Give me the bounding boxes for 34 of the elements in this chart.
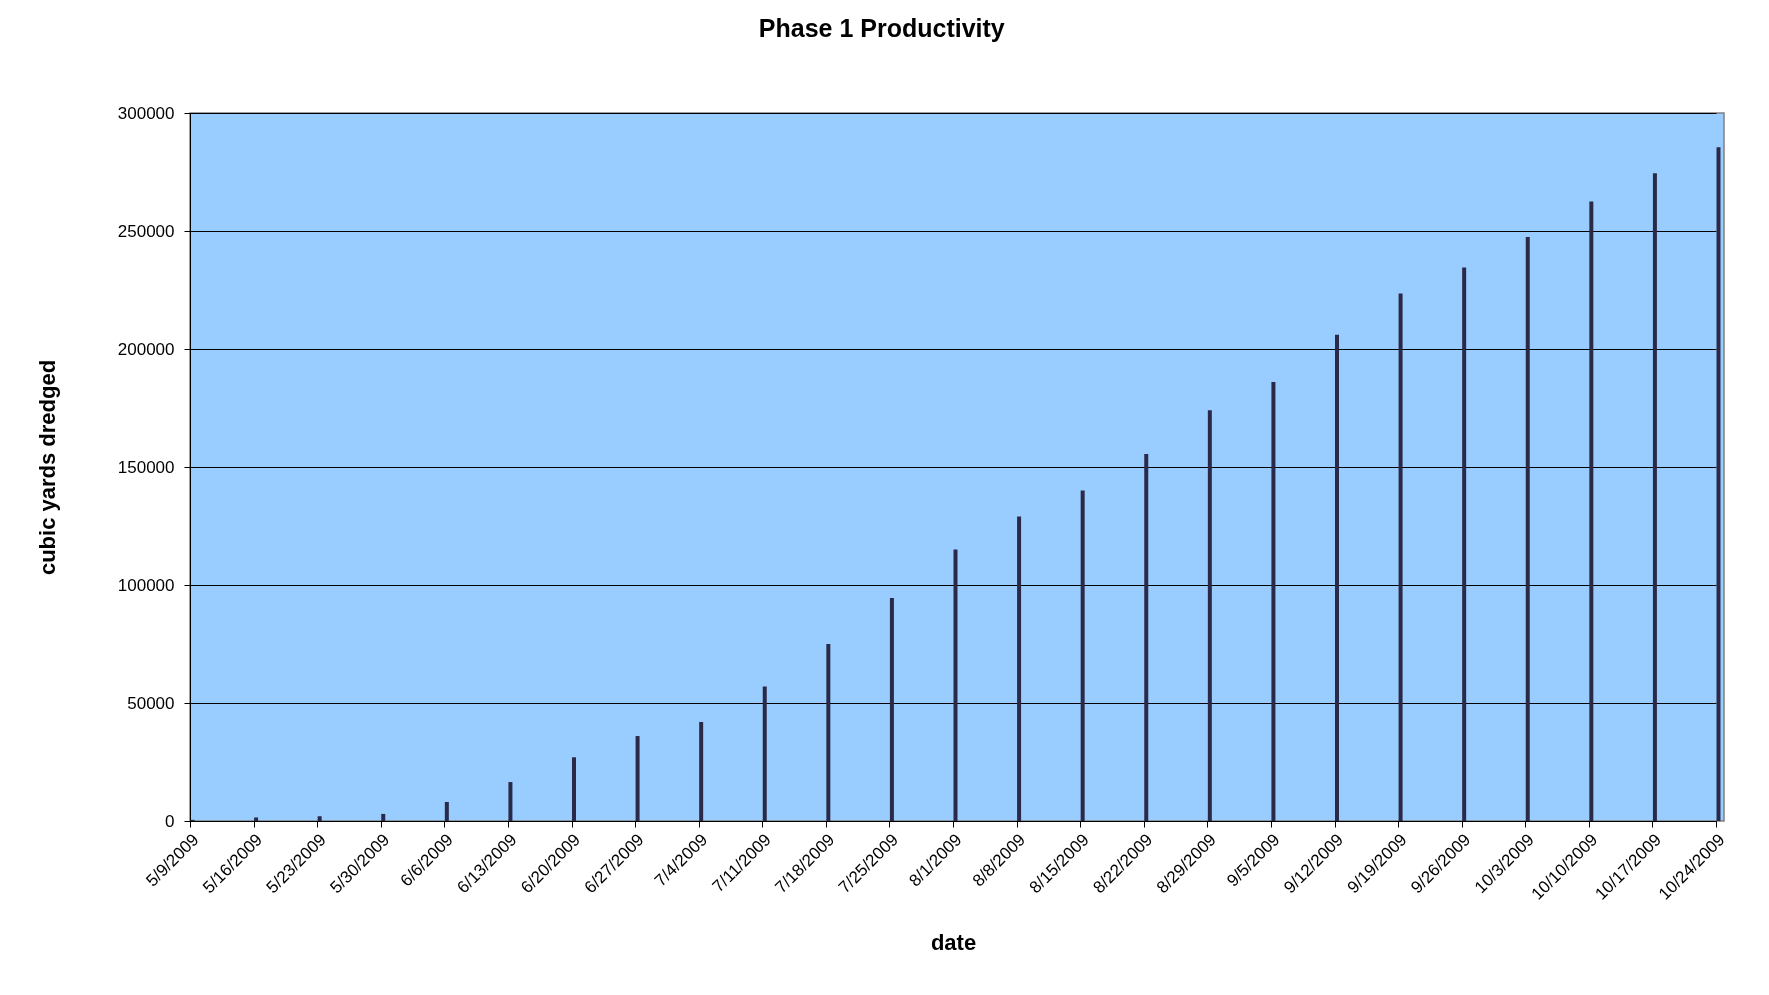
x-axis-title: date	[930, 929, 977, 955]
chart-title: Phase 1 Productivity	[758, 14, 1005, 42]
bar	[381, 813, 386, 821]
bar	[1525, 236, 1530, 821]
bar	[1716, 147, 1721, 821]
bar	[254, 817, 259, 821]
y-tick-label: 300000	[117, 103, 175, 123]
bar	[699, 721, 704, 821]
bar	[635, 736, 640, 821]
bar	[1080, 490, 1085, 821]
y-tick-label: 200000	[117, 339, 175, 359]
bar	[1271, 382, 1276, 821]
bar	[1462, 267, 1467, 821]
y-tick-label: 0	[165, 811, 175, 831]
bar	[953, 549, 958, 821]
bar	[444, 802, 449, 821]
bar	[1398, 293, 1403, 821]
bar	[508, 782, 513, 821]
y-tick-label: 250000	[117, 221, 175, 241]
bar	[317, 816, 322, 821]
bar	[826, 644, 831, 821]
y-tick-label: 50000	[127, 693, 175, 713]
bar	[1652, 173, 1657, 821]
bar	[1144, 454, 1149, 821]
bar	[1017, 516, 1022, 821]
bar	[1589, 201, 1594, 821]
bar	[1207, 410, 1212, 821]
y-tick-label: 150000	[117, 457, 175, 477]
y-axis-title: cubic yards dredged	[34, 359, 60, 576]
bar	[889, 597, 894, 821]
bar	[1335, 334, 1339, 821]
bar	[572, 757, 576, 821]
bar	[762, 686, 767, 821]
y-tick-label: 100000	[117, 575, 175, 595]
